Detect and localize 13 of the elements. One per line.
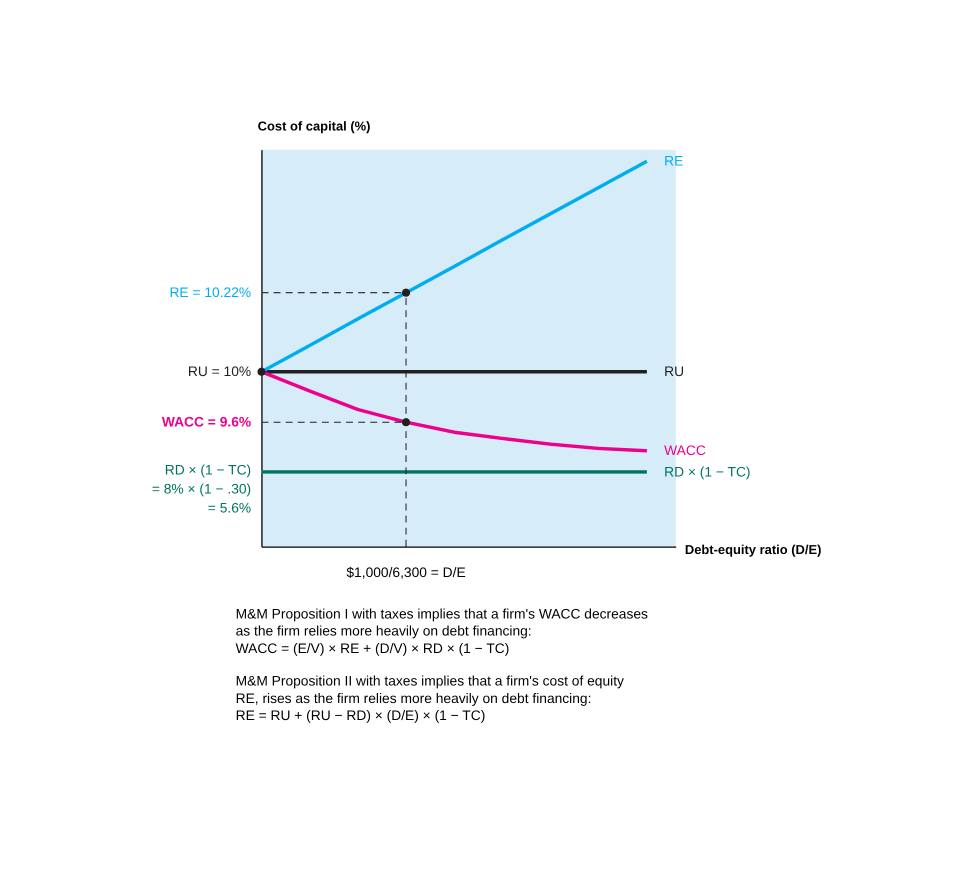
series-label: RE	[664, 154, 684, 169]
text: RE = 10.22%	[169, 285, 252, 300]
text: $1,000/6,300 = D/E	[346, 564, 466, 580]
text: M&M Proposition I with taxes implies that a firm's WACC decreases as the firm relies more heavily on debt financing: WACC = (E/V) × RE + (D/V) × RD × (1 − TC)	[236, 606, 648, 656]
series-label: RU	[664, 364, 684, 380]
x-axis-title: Debt-equity ratio (D/E)	[684, 542, 822, 558]
text: WACC = 9.6%	[162, 414, 252, 430]
series-label: WACC	[664, 443, 706, 458]
text: M&M Proposition II with taxes implies that a firm's cost of equity RE, rises as the firm relies more heavily on debt financing: RE = RU + (RU − RD) × (D/E) × (1 − TC)	[236, 674, 624, 724]
series-label: RD × (1 − TC)	[664, 464, 751, 480]
text: RU = 10%	[188, 364, 252, 380]
text: RD × (1 − TC) = 8% × (1 − .30) = 5.6%	[152, 462, 252, 516]
y-axis-title: Cost of capital (%)	[258, 118, 370, 134]
